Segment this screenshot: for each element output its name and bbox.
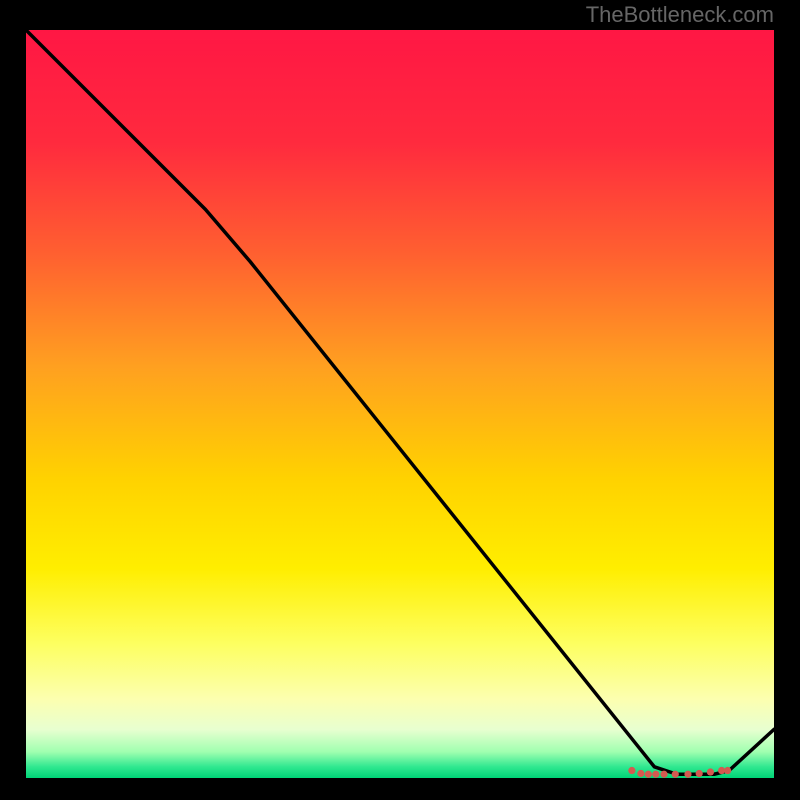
dot-marker — [637, 770, 644, 777]
dot-marker — [660, 771, 667, 778]
watermark-text: TheBottleneck.com — [586, 2, 774, 28]
dot-marker — [652, 771, 659, 778]
dot-marker — [628, 767, 635, 774]
dot-marker — [684, 771, 691, 778]
dot-marker — [672, 771, 679, 778]
chart-plot-area — [26, 30, 774, 778]
dot-marker — [696, 770, 703, 777]
dot-marker — [707, 768, 714, 775]
chart-svg — [26, 30, 774, 778]
dot-marker — [724, 767, 731, 774]
dot-marker — [645, 771, 652, 778]
